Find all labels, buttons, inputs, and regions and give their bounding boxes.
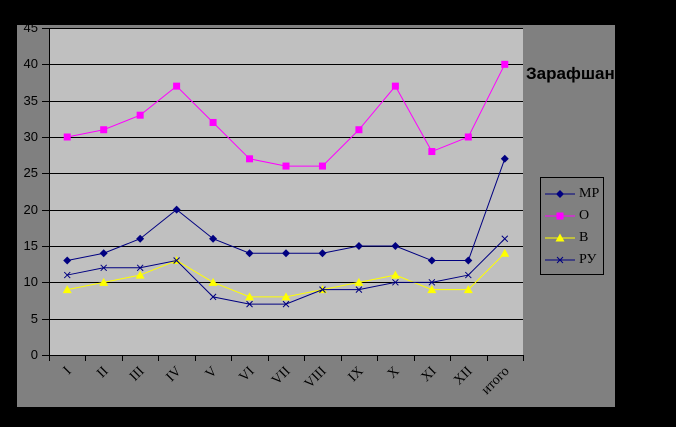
square-marker-icon	[556, 212, 564, 220]
triangle-marker-icon	[135, 270, 145, 279]
diamond-marker-icon	[136, 234, 145, 243]
triangle-marker-icon	[99, 277, 109, 286]
y-axis-tick-label: 20	[23, 201, 38, 217]
y-axis-tick-label: 25	[23, 165, 38, 181]
square-marker-icon	[318, 162, 326, 170]
legend-key-icon	[545, 212, 575, 220]
triangle-marker-icon	[427, 285, 437, 294]
legend-key-icon	[545, 190, 575, 198]
legend-label: РУ	[579, 252, 597, 267]
diamond-marker-icon	[500, 154, 509, 163]
x-marker-icon	[355, 286, 363, 293]
legend-item: О	[541, 205, 603, 227]
y-axis-tick-label: 5	[30, 310, 38, 326]
diamond-marker-icon	[172, 205, 181, 214]
square-marker-icon	[282, 162, 290, 170]
square-marker-icon	[209, 118, 217, 126]
square-marker-icon	[136, 111, 144, 119]
legend-item: В	[541, 227, 603, 249]
legend-key-icon	[545, 256, 575, 264]
triangle-marker-icon	[500, 248, 510, 257]
x-marker-icon	[173, 257, 180, 264]
square-marker-icon	[391, 82, 399, 90]
legend-label: В	[579, 230, 589, 245]
diamond-marker-icon	[318, 249, 327, 258]
y-axis-tick-label: 35	[23, 92, 38, 108]
triangle-marker-icon	[555, 233, 565, 242]
y-axis-tick-label: 10	[23, 274, 38, 290]
x-marker-icon	[209, 293, 217, 301]
y-axis-tick-label: 45	[23, 20, 38, 35]
legend-label: О	[579, 208, 590, 223]
diamond-marker-icon	[63, 256, 72, 265]
legend-item: РУ	[541, 249, 603, 271]
x-marker-icon	[63, 271, 71, 279]
y-axis-tick-label: 30	[23, 129, 38, 144]
x-marker-icon	[100, 264, 108, 272]
chart-plot-svg	[42, 28, 524, 361]
diamond-marker-icon	[282, 249, 290, 258]
legend-label: МР	[579, 186, 600, 201]
x-marker-icon	[319, 286, 326, 293]
x-marker-icon	[464, 271, 472, 279]
x-marker-icon	[556, 256, 564, 264]
square-marker-icon	[173, 82, 181, 90]
triangle-marker-icon	[62, 285, 72, 294]
square-marker-icon	[501, 60, 509, 68]
legend: МР О В РУ	[540, 177, 604, 275]
legend-item: МР	[541, 183, 603, 205]
chart-text-label: Зарафшан	[526, 64, 615, 83]
y-axis-tick-label: 40	[23, 56, 38, 72]
plot-background	[49, 28, 523, 355]
x-marker-icon	[392, 278, 399, 286]
x-marker-icon	[136, 264, 144, 272]
y-axis-tick-label: 15	[23, 238, 38, 253]
x-marker-icon	[428, 278, 436, 286]
line-chart: 0 5 10 15 20 25 30 35 40 45 I II III IV V VI VII VIII IX X…	[17, 21, 615, 407]
y-axis-tick-label: 0	[30, 347, 38, 362]
diamond-marker-icon	[209, 234, 218, 243]
diamond-marker-icon	[245, 249, 254, 258]
diamond-marker-icon	[556, 190, 564, 198]
square-marker-icon	[464, 133, 472, 141]
triangle-marker-icon	[390, 270, 400, 279]
triangle-marker-icon	[281, 292, 291, 301]
triangle-marker-icon	[245, 292, 255, 301]
diamond-marker-icon	[99, 249, 108, 258]
square-marker-icon	[428, 148, 436, 156]
legend-key-icon	[545, 233, 575, 242]
x-marker-icon	[501, 235, 509, 243]
triangle-marker-icon	[463, 285, 473, 294]
triangle-marker-icon	[354, 277, 364, 286]
diamond-marker-icon	[354, 242, 363, 250]
x-marker-icon	[246, 300, 253, 308]
triangle-marker-icon	[208, 277, 218, 286]
square-marker-icon	[355, 126, 363, 134]
diamond-marker-icon	[427, 256, 436, 265]
diamond-marker-icon	[464, 256, 473, 265]
square-marker-icon	[100, 126, 108, 134]
x-marker-icon	[282, 300, 290, 308]
square-marker-icon	[246, 155, 254, 163]
diamond-marker-icon	[391, 242, 400, 250]
square-marker-icon	[63, 133, 71, 141]
